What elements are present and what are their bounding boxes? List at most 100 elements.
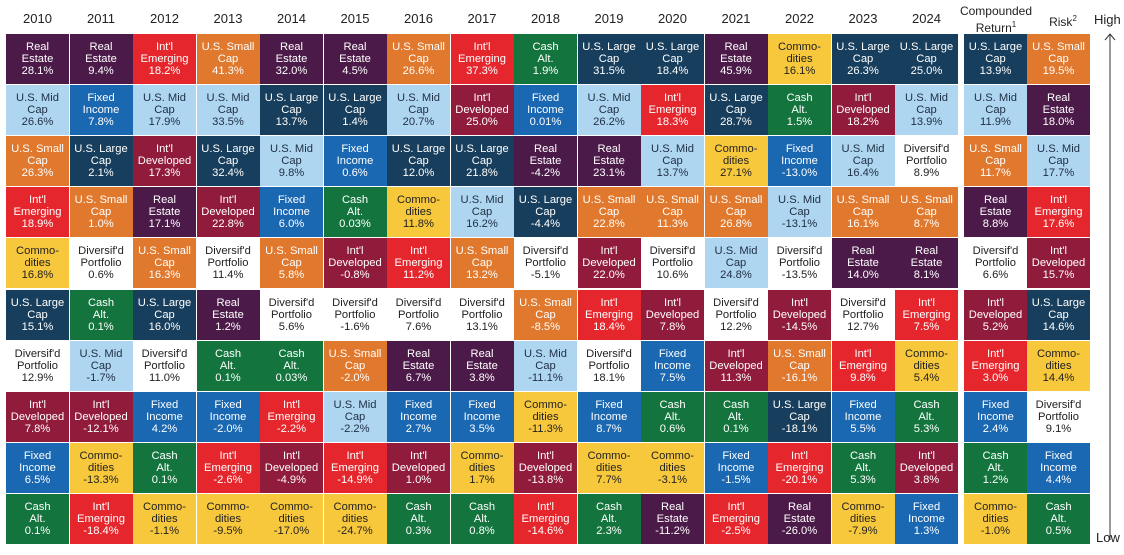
asset-label-line: U.S. Large: [74, 143, 128, 156]
return-value: -0.8%: [340, 269, 370, 282]
return-value: 18.2%: [847, 116, 879, 129]
return-value: 3.8%: [913, 473, 940, 486]
asset-label-line: U.S. Small: [709, 194, 763, 207]
cell-2013-rank-6: Real Estate 1.2%: [196, 289, 260, 340]
asset-label-line: U.S. Small: [392, 41, 445, 53]
compounded-return-rank-9: Cash Alt. 1.2%: [964, 442, 1027, 493]
asset-label-line: Real: [724, 41, 748, 53]
asset-label-line: dities: [595, 461, 623, 474]
asset-label-line: Fixed: [341, 143, 369, 156]
cell-2010-rank-3: U.S. Small Cap 26.3%: [6, 136, 69, 187]
asset-label-line: Estate: [275, 53, 308, 65]
asset-label-line: Income: [908, 512, 945, 525]
asset-label-line: Alt.: [410, 512, 427, 525]
asset-label-line: U.S. Small: [1032, 41, 1085, 53]
asset-label-line: Cap: [662, 206, 683, 219]
return-value: 13.7%: [275, 116, 308, 129]
asset-label-line: U.S. Large: [391, 143, 446, 156]
asset-label-line: Alt.: [537, 53, 554, 65]
return-value: 0.1%: [24, 524, 51, 537]
asset-label-line: Real: [470, 347, 494, 360]
asset-label-line: U.S. Large: [968, 41, 1023, 53]
cell-2012-rank-6: U.S. Large Cap 16.0%: [133, 289, 196, 340]
asset-label-line: U.S. Small: [11, 143, 64, 156]
asset-label-line: Emerging: [712, 512, 760, 525]
rank-arrow-icon: [1104, 33, 1116, 540]
return-value: 28.1%: [21, 65, 54, 77]
return-value: 5.6%: [278, 320, 305, 333]
return-value: 0.03%: [275, 371, 308, 384]
cell-2010-rank-8: Int'l Developed 7.8%: [6, 391, 69, 442]
return-value: 0.6%: [659, 422, 686, 435]
cell-2023-rank-7: Int'l Emerging 9.8%: [831, 340, 895, 391]
return-value: 16.0%: [148, 320, 181, 333]
asset-label-line: Portfolio: [524, 257, 567, 270]
return-value: 31.5%: [593, 65, 625, 77]
compounded-return-rank-8: Fixed Income 2.4%: [964, 391, 1027, 442]
return-value: 24.8%: [720, 269, 752, 282]
cell-2021-rank-1: Real Estate 45.9%: [704, 34, 768, 84]
cell-2017-rank-2: Int'l Developed 25.0%: [450, 85, 514, 136]
return-value: 18.0%: [1042, 116, 1075, 129]
return-value: 27.1%: [720, 167, 752, 180]
asset-label-line: Developed: [582, 257, 636, 270]
asset-label-line: U.S. Small: [900, 194, 953, 207]
cell-2014-rank-4: Fixed Income 6.0%: [260, 187, 323, 238]
return-value: 19.5%: [1042, 65, 1075, 77]
asset-label-line: Cap: [662, 155, 683, 168]
cell-2017-rank-7: Real Estate 3.8%: [450, 340, 514, 391]
return-value: 14.0%: [847, 269, 879, 282]
return-value: 11.2%: [403, 269, 434, 282]
asset-label-line: Real: [89, 41, 113, 53]
asset-label-line: Int'l: [346, 245, 364, 258]
return-value: 22.8%: [212, 218, 244, 231]
asset-label-line: Diversif'd: [332, 296, 378, 309]
asset-label-line: Income: [590, 410, 628, 423]
cell-2019-rank-4: U.S. Small Cap 22.8%: [577, 187, 641, 238]
asset-label-line: Portfolio: [461, 308, 503, 321]
return-value: 11.9%: [980, 116, 1011, 129]
asset-label-line: Emerging: [140, 53, 189, 65]
asset-label-line: Int'l: [92, 500, 110, 513]
asset-label-line: Fixed: [1044, 449, 1073, 462]
cell-2012-rank-1: Int'l Emerging 18.2%: [133, 34, 196, 84]
cell-2019-rank-10: Cash Alt. 2.3%: [577, 493, 641, 544]
asset-label-line: Real: [406, 347, 430, 360]
asset-label-line: U.S. Small: [773, 347, 826, 360]
asset-label-line: Commo-: [270, 500, 313, 513]
cell-2021-rank-10: Int'l Emerging -2.5%: [704, 493, 768, 544]
cell-2024-rank-6: Int'l Emerging 7.5%: [895, 289, 958, 340]
asset-label-line: Cap: [217, 155, 239, 168]
cell-2011-rank-7: U.S. Mid Cap -1.7%: [69, 340, 133, 391]
return-value: 2.7%: [405, 422, 432, 435]
asset-label-line: U.S. Mid: [974, 92, 1017, 105]
year-header: 2024: [912, 11, 941, 26]
asset-label-line: Cap: [27, 104, 48, 117]
return-value: -14.6%: [527, 524, 564, 537]
cell-2023-rank-8: Fixed Income 5.5%: [831, 391, 895, 442]
asset-label-line: dities: [341, 512, 369, 525]
asset-label-line: Commo-: [333, 500, 377, 513]
return-value: 7.8%: [88, 116, 114, 129]
asset-label-line: dities: [24, 257, 51, 270]
asset-label-line: Cash: [468, 500, 496, 513]
asset-label-line: Int'l: [790, 296, 809, 309]
asset-label-line: Estate: [910, 257, 943, 270]
year-header: 2016: [404, 11, 433, 26]
asset-label-line: Real: [597, 143, 621, 156]
asset-label-line: U.S. Mid: [778, 194, 821, 207]
asset-label-line: U.S. Large: [455, 143, 509, 156]
asset-label-line: Commo-: [841, 500, 885, 513]
cell-2022-rank-2: Cash Alt. 1.5%: [768, 85, 831, 136]
cell-2014-rank-8: Int'l Emerging -2.2%: [260, 391, 323, 442]
asset-label-line: Cap: [789, 359, 810, 372]
return-value: 14.6%: [1042, 320, 1075, 333]
return-value: 45.9%: [720, 65, 752, 77]
asset-label-line: Cash: [722, 398, 750, 411]
asset-label-line: Cap: [535, 359, 556, 372]
cell-2023-rank-4: U.S. Small Cap 16.1%: [831, 187, 895, 238]
asset-label-line: Cap: [789, 206, 810, 219]
cell-2010-rank-10: Cash Alt. 0.1%: [6, 493, 69, 544]
asset-label-line: Developed: [201, 206, 255, 219]
year-header: 2018: [531, 11, 560, 26]
